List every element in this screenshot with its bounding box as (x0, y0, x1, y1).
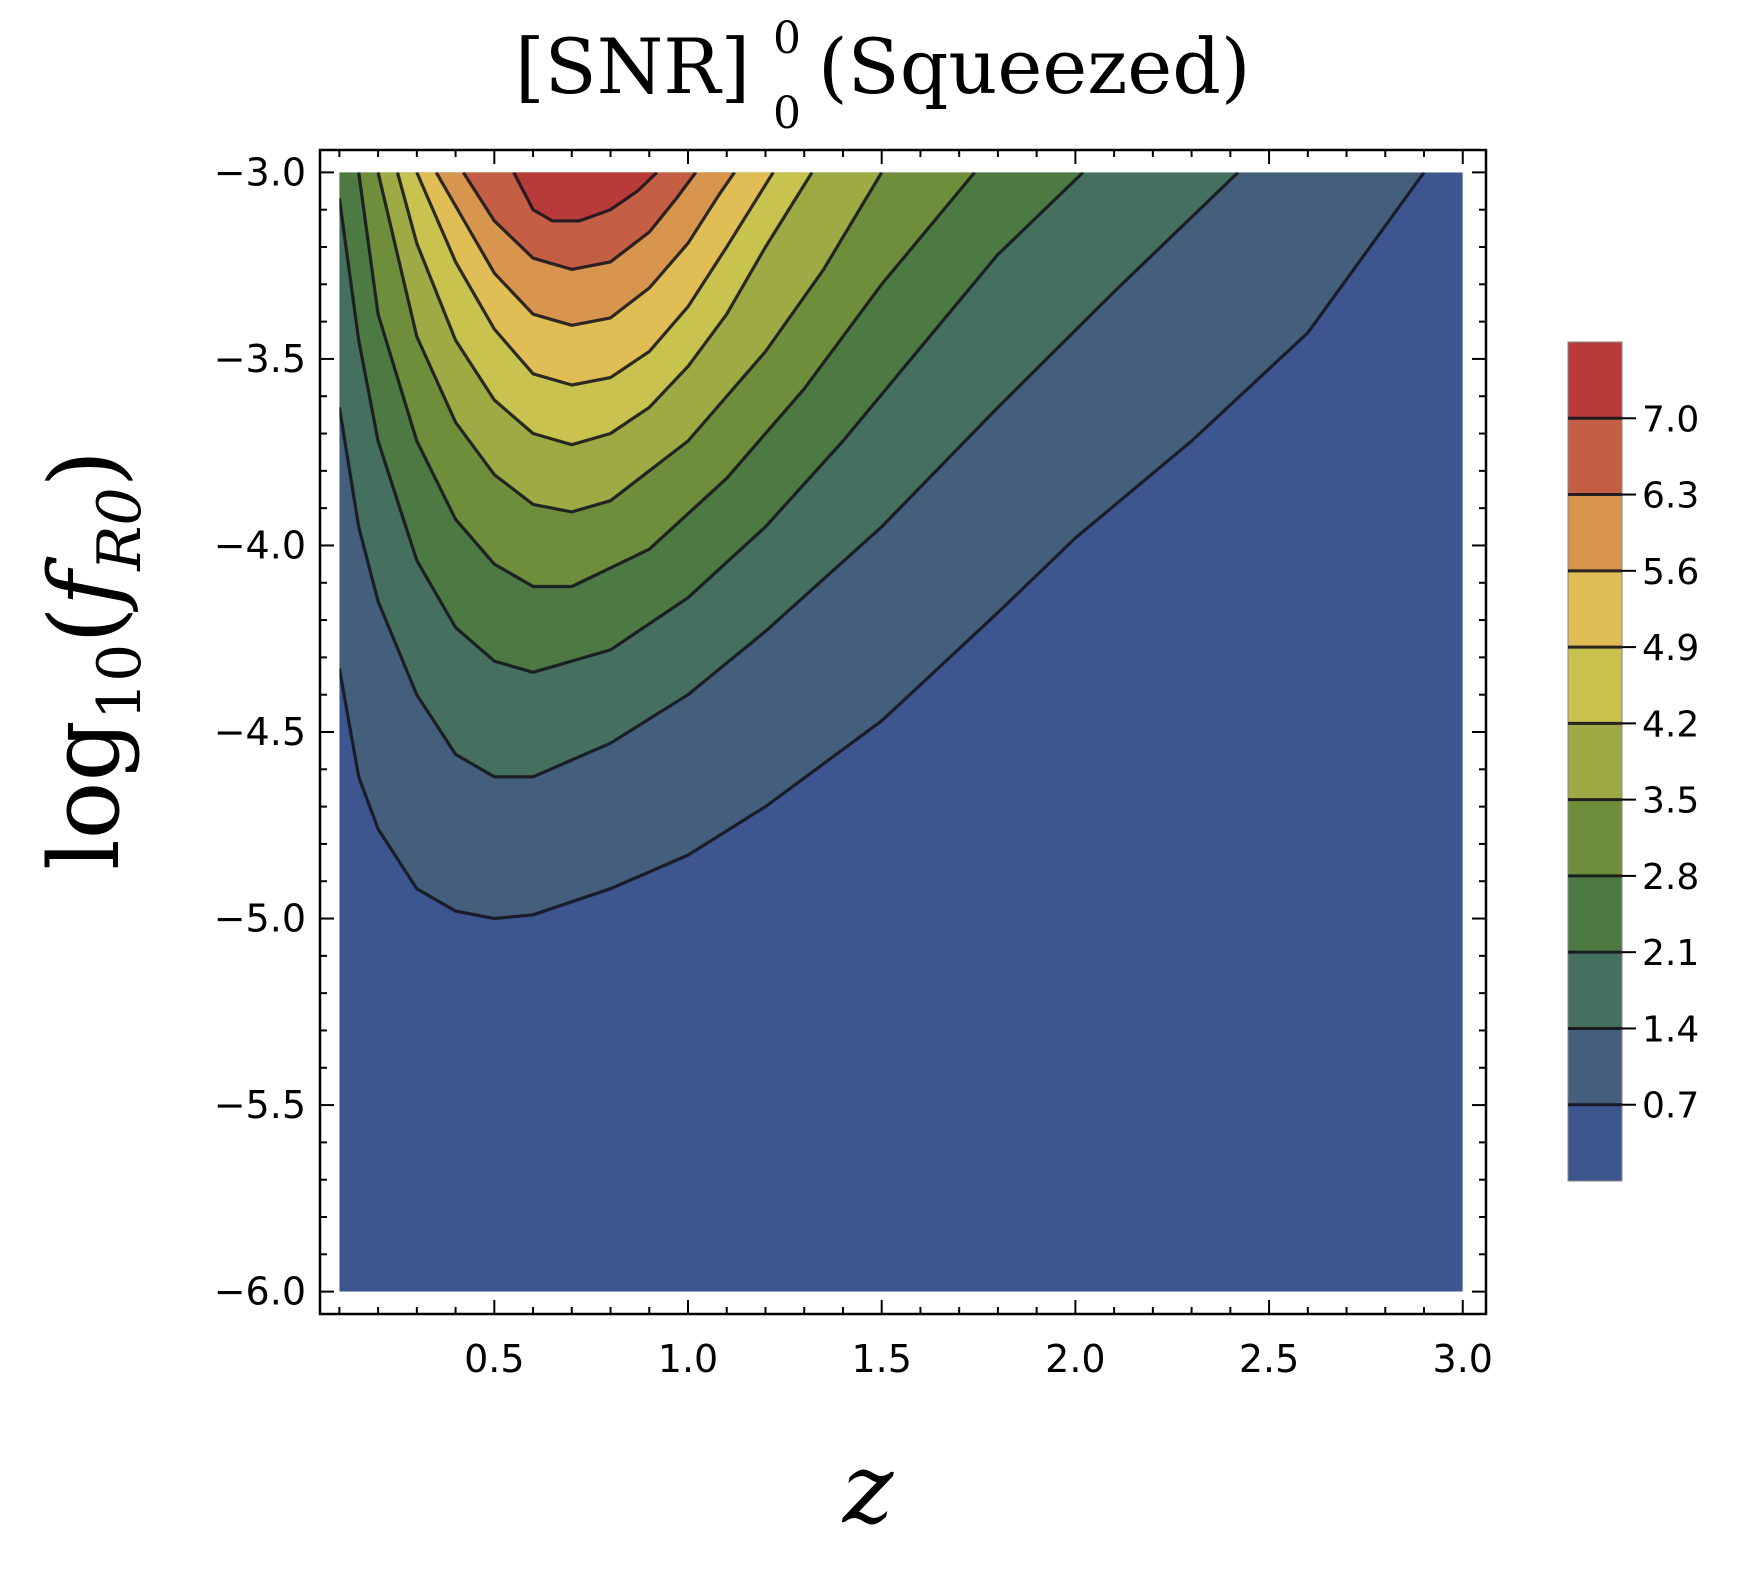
y-axis-ticks (320, 171, 1486, 1293)
colorbar: 7.0 6.3 5.6 4.9 4.2 3.5 2.8 2.1 1.4 0.7 (1567, 341, 1699, 1182)
y-tick-label: −4.0 (214, 523, 306, 567)
colorbar-tick-label: 1.4 (1642, 1009, 1699, 1050)
contour-line-3.5 (376, 172, 884, 514)
y-tick-label: −5.0 (214, 897, 306, 941)
x-axis-tick-labels: 0.5 1.0 1.5 2.0 2.5 3.0 (464, 1337, 1493, 1381)
contour-line-4.9 (415, 172, 775, 387)
colorbar-segment (1568, 1028, 1622, 1105)
ylabel-var-subscript: R0 (85, 487, 155, 571)
colorbar-segment (1568, 1104, 1622, 1181)
y-axis-label: log10(fR0) (29, 450, 155, 870)
x-tick-label: 1.5 (851, 1337, 911, 1381)
colorbar-tick-label: 4.9 (1642, 628, 1699, 669)
colorbar-tick-label: 4.2 (1642, 704, 1699, 745)
colorbar-segment (1568, 875, 1622, 953)
x-tick-label: 1.0 (658, 1337, 718, 1381)
ylabel-func: log (29, 720, 141, 870)
colorbar-segment (1568, 723, 1622, 800)
contour-line-4.2 (395, 172, 814, 447)
title-superscript: 0 (773, 13, 801, 64)
x-tick-label: 2.0 (1045, 1337, 1105, 1381)
y-tick-label: −3.5 (214, 337, 306, 381)
contour-line-2.8 (357, 172, 976, 589)
colorbar-frame (1567, 341, 1623, 1182)
y-tick-label: −4.5 (214, 710, 306, 754)
x-axis-label: z (842, 1433, 895, 1545)
x-axis-ticks (338, 150, 1464, 1314)
x-tick-label: 2.5 (1239, 1337, 1299, 1381)
y-tick-label: −6.0 (214, 1270, 306, 1314)
y-tick-label: −5.5 (214, 1083, 306, 1127)
colorbar-segment (1568, 342, 1622, 419)
ylabel-open-paren: ( (29, 606, 141, 643)
colorbar-segment (1568, 570, 1622, 648)
colorbar-segment (1568, 494, 1622, 571)
contour-line-1.4 (339, 172, 1240, 779)
colorbar-tick-label: 2.8 (1642, 857, 1699, 898)
title-base: [SNR] (515, 22, 750, 111)
contour-line-5.6 (434, 172, 736, 327)
chart-title: [SNR] 0 0 (Squeezed) (515, 13, 1251, 139)
contour-line-0.7 (339, 172, 1426, 921)
ylabel-close-paren: ) (29, 450, 141, 487)
svg-text:log10(fR0): log10(fR0) (29, 450, 155, 870)
x-tick-label: 3.0 (1433, 1337, 1493, 1381)
contour-band-7 (513, 172, 657, 221)
colorbar-tick-label: 2.1 (1642, 933, 1699, 974)
colorbar-segment (1568, 647, 1622, 724)
contour-line-6.3 (461, 172, 698, 271)
colorbar-tick-label: 6.3 (1642, 476, 1699, 517)
ylabel-func-subscript: 10 (85, 644, 155, 720)
contour-bands (339, 172, 1463, 1292)
colorbar-segment (1568, 952, 1622, 1029)
contour-line-2.1 (339, 172, 1085, 674)
colorbar-tick-label: 7.0 (1642, 399, 1699, 440)
contour-lines (339, 172, 1426, 921)
colorbar-tick-label: 5.6 (1642, 552, 1699, 593)
colorbar-tick-label: 0.7 (1642, 1086, 1699, 1127)
plot-area: 0.5 1.0 1.5 2.0 2.5 3.0 −3.0−3.5−4.0−4.5−5.0−… (214, 148, 1493, 1381)
y-tick-label: −3.0 (214, 150, 306, 194)
title-subscript: 0 (773, 88, 801, 139)
x-tick-label: 0.5 (464, 1337, 524, 1381)
y-axis-tick-labels: −3.0 −3.5 −4.0 −4.5 −5.0 −5.5 −6.0 (214, 150, 306, 1313)
colorbar-segment (1568, 799, 1622, 876)
contour-line-7 (512, 172, 659, 223)
colorbar-segment (1568, 418, 1622, 495)
colorbar-tick-label: 3.5 (1642, 781, 1699, 822)
title-suffix: (Squeezed) (818, 22, 1251, 111)
